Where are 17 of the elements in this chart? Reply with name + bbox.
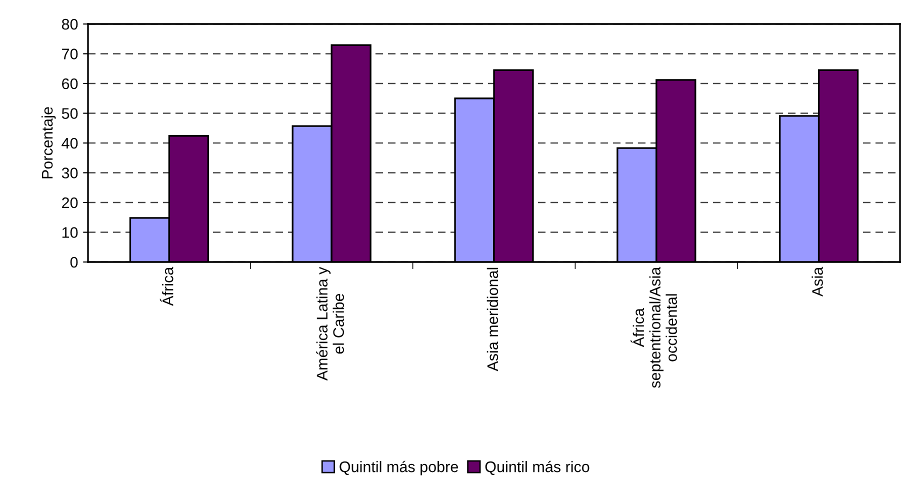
y-tick-label: 70 bbox=[62, 48, 78, 60]
y-tick-label: 40 bbox=[62, 138, 78, 149]
legend-label: Quintil más pobre bbox=[340, 460, 458, 476]
x-tick-label: África bbox=[160, 266, 174, 306]
legend-label: Quintil más rico bbox=[485, 460, 590, 475]
y-tick-label: 10 bbox=[62, 227, 78, 238]
y-tick-label: 30 bbox=[62, 168, 78, 178]
y-tick-label: 60 bbox=[62, 78, 78, 90]
y-tick-label: 20 bbox=[62, 197, 78, 208]
x-tick-label: África septentrional/Asia occidental bbox=[630, 266, 677, 388]
y-tick-label: 50 bbox=[62, 108, 78, 119]
x-tick-label: Asia meridional bbox=[486, 268, 498, 372]
y-axis-title: Porcentaje bbox=[41, 107, 56, 178]
y-tick-label: 80 bbox=[62, 18, 78, 30]
x-tick-label: América Latina y el Caribe bbox=[316, 266, 344, 381]
y-tick-label: 0 bbox=[70, 256, 78, 268]
x-tick-label: Asia bbox=[812, 266, 823, 297]
